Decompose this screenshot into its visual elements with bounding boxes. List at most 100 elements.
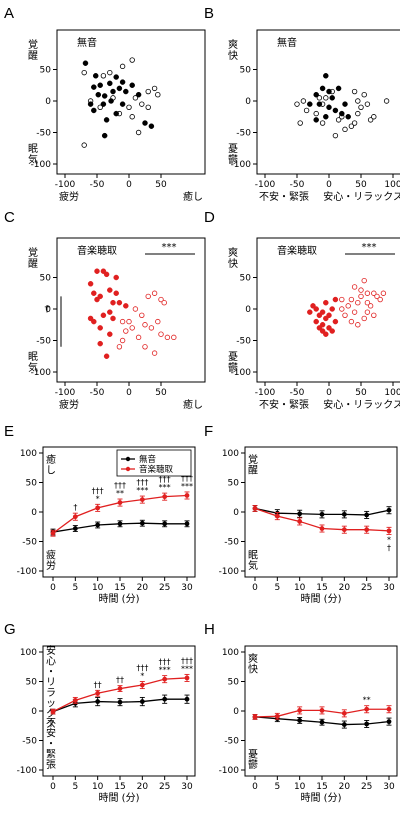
- open-point: [351, 88, 358, 95]
- open-point: [135, 334, 142, 341]
- x-tick-label: 100: [384, 388, 400, 398]
- series-point: [319, 511, 325, 517]
- filled-point: [329, 306, 335, 312]
- y-tick-label: 50: [240, 274, 252, 284]
- open-point: [97, 104, 103, 110]
- x-tick-label: 0: [326, 180, 332, 190]
- open-point: [383, 98, 390, 104]
- y-tick-label: 50: [240, 66, 252, 76]
- open-point: [126, 104, 132, 110]
- y-tick-label: 0: [45, 97, 51, 107]
- y-tick-label: 0: [233, 707, 239, 717]
- series-point: [139, 520, 145, 526]
- y-pos-label: 覚醒: [28, 38, 38, 62]
- bracket-label: †: [45, 304, 50, 315]
- y-tick-label: -50: [22, 538, 37, 548]
- significance-dagger: †††: [136, 478, 148, 487]
- x-tick-label: -50: [290, 180, 305, 190]
- series-point: [117, 500, 123, 505]
- series-point: [162, 676, 168, 682]
- open-point: [107, 69, 113, 76]
- filled-point: [107, 309, 113, 315]
- filled-point: [326, 104, 332, 111]
- open-point: [351, 309, 358, 315]
- y-tick-label: -50: [22, 737, 37, 747]
- series-point: [252, 714, 258, 720]
- filled-point: [87, 101, 94, 107]
- x-pos-label: 癒し: [183, 398, 203, 411]
- filled-point: [310, 303, 316, 309]
- y-pos-label: 癒し: [46, 453, 56, 477]
- series-point: [319, 526, 325, 531]
- series-point: [184, 521, 190, 527]
- x-tick-label: -100: [55, 180, 76, 190]
- open-point: [119, 337, 126, 344]
- open-point: [132, 306, 139, 312]
- x-tick-label: 50: [155, 180, 167, 190]
- series-point: [117, 686, 123, 691]
- open-point: [303, 107, 310, 114]
- filled-point: [148, 123, 155, 129]
- plot-frame: [256, 237, 400, 383]
- x-tick-label: 20: [137, 782, 149, 792]
- filled-point: [107, 80, 113, 87]
- open-point: [358, 287, 364, 293]
- open-point: [139, 101, 145, 107]
- filled-point: [335, 85, 342, 92]
- filled-point: [345, 114, 351, 120]
- filled-point: [307, 101, 313, 107]
- y-tick-label: 50: [26, 678, 38, 688]
- series-point: [95, 522, 101, 528]
- series-point: [319, 719, 325, 725]
- y-tick-label: -100: [231, 160, 252, 170]
- filled-point: [91, 290, 97, 296]
- open-point: [100, 73, 107, 79]
- open-point: [355, 300, 361, 306]
- x-pos-label: 安心・リラックス: [323, 398, 400, 411]
- filled-point: [123, 88, 129, 95]
- filled-point: [316, 325, 323, 331]
- filled-point: [342, 101, 348, 107]
- y-tick-label: 0: [45, 305, 51, 315]
- y-tick-label: 100: [222, 449, 239, 459]
- filled-point: [95, 91, 102, 98]
- panel-letter: C: [4, 209, 15, 226]
- plot-frame: [244, 446, 398, 578]
- plot-frame: [256, 29, 400, 175]
- y-tick-label: 0: [245, 305, 251, 315]
- y-tick-label: -50: [236, 337, 251, 347]
- x-tick-label: 15: [316, 782, 327, 792]
- series-point: [364, 527, 370, 533]
- open-point: [358, 293, 364, 300]
- significance-dagger: ††: [94, 680, 102, 689]
- significance-star: **: [363, 696, 371, 705]
- filled-point: [313, 117, 319, 123]
- x-tick-label: 20: [339, 583, 351, 593]
- x-tick-label: 5: [72, 782, 78, 792]
- filled-point: [316, 101, 323, 107]
- open-point: [81, 69, 87, 76]
- series-point: [162, 696, 168, 702]
- y-tick-label: -50: [224, 737, 239, 747]
- filled-point: [107, 331, 113, 337]
- open-point: [355, 322, 361, 328]
- significance-star: ***: [159, 483, 171, 492]
- filled-point: [135, 91, 142, 98]
- open-point: [151, 350, 158, 356]
- x-tick-label: 0: [50, 583, 56, 593]
- x-axis-title: 時間 (分): [301, 593, 342, 605]
- y-tick-label: 50: [40, 66, 52, 76]
- open-point: [155, 318, 161, 325]
- filled-point: [119, 101, 126, 107]
- open-point: [164, 334, 171, 341]
- filled-point: [307, 309, 313, 315]
- panel-letter: E: [4, 423, 14, 440]
- y-tick-label: 50: [228, 678, 240, 688]
- series-point: [386, 528, 392, 534]
- x-neg-label: 不安・緊張: [259, 398, 309, 411]
- filled-point: [113, 110, 119, 117]
- significance-dagger: †††: [92, 486, 104, 495]
- series-point: [341, 710, 347, 716]
